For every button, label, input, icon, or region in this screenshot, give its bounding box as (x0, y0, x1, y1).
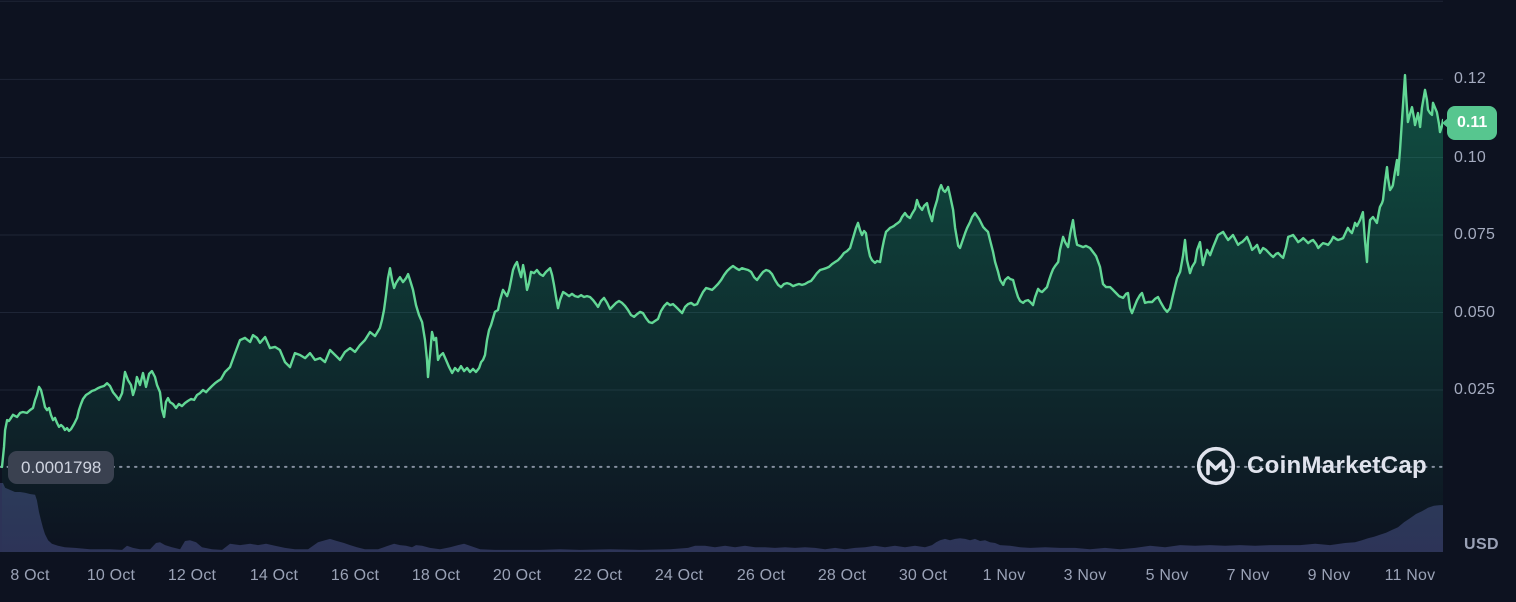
x-axis-label: 11 Nov (1384, 567, 1436, 584)
current-price-value: 0.11 (1457, 114, 1488, 131)
x-axis-label: 10 Oct (86, 567, 136, 584)
y-axis-label: 0.050 (1454, 304, 1496, 321)
y-axis-label: 0.025 (1454, 381, 1496, 398)
y-axis-label: 0.12 (1454, 70, 1486, 87)
x-axis-label: 22 Oct (573, 567, 623, 584)
x-axis-label: 20 Oct (492, 567, 542, 584)
x-axis-label: 28 Oct (817, 567, 867, 584)
x-axis-label: 26 Oct (736, 567, 786, 584)
x-axis-label: 7 Nov (1226, 567, 1270, 584)
x-axis-label: 24 Oct (654, 567, 704, 584)
x-axis-label: 8 Oct (10, 567, 50, 584)
x-axis-label: 12 Oct (167, 567, 217, 584)
y-axis-label: 0.075 (1454, 226, 1496, 243)
x-axis-label: 1 Nov (982, 567, 1026, 584)
x-axis-label: 9 Nov (1307, 567, 1351, 584)
price-chart-svg[interactable] (0, 0, 1443, 560)
current-price-badge: 0.11 (1447, 106, 1498, 140)
x-axis-label: 3 Nov (1063, 567, 1107, 584)
baseline-price-badge: 0.0001798 (8, 451, 115, 484)
x-axis-label: 16 Oct (330, 567, 380, 584)
y-axis-label: 0.10 (1454, 149, 1486, 166)
x-axis-label: 14 Oct (249, 567, 299, 584)
coinmarketcap-watermark: CoinMarketCap (1194, 444, 1427, 488)
coinmarketcap-logo-icon (1196, 446, 1236, 486)
x-axis-label: 18 Oct (411, 567, 461, 584)
x-axis-label: 30 Oct (898, 567, 948, 584)
x-axis-label: 5 Nov (1145, 567, 1189, 584)
baseline-price-value: 0.0001798 (21, 458, 102, 477)
watermark-text: CoinMarketCap (1247, 452, 1427, 479)
currency-unit-label: USD (1464, 536, 1499, 553)
